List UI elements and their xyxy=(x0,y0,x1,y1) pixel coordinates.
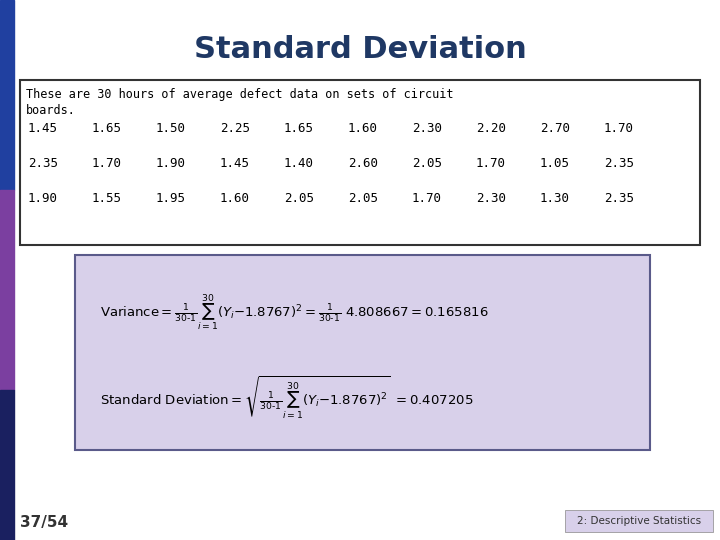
Bar xyxy=(565,510,713,532)
Text: 1.70: 1.70 xyxy=(604,122,634,135)
Text: 2.30: 2.30 xyxy=(412,122,442,135)
Text: 1.70: 1.70 xyxy=(412,192,442,205)
Text: 1.70: 1.70 xyxy=(476,157,506,170)
Text: 2.20: 2.20 xyxy=(476,122,506,135)
Text: 1.65: 1.65 xyxy=(92,122,122,135)
Text: 1.60: 1.60 xyxy=(220,192,250,205)
Bar xyxy=(0,0,14,190)
Text: 2: Descriptive Statistics: 2: Descriptive Statistics xyxy=(577,516,701,526)
Text: $\mathrm{Variance} = \frac{1}{30\text{-}1}\sum_{i=1}^{30}(Y_i\mathrm{-}1.8767)^2: $\mathrm{Variance} = \frac{1}{30\text{-}… xyxy=(100,293,489,333)
Text: 1.90: 1.90 xyxy=(156,157,186,170)
Text: 2.60: 2.60 xyxy=(348,157,378,170)
Text: $\mathrm{Standard\ Deviation} = \sqrt{\frac{1}{30\text{-}1}\sum_{i=1}^{30}(Y_i\m: $\mathrm{Standard\ Deviation} = \sqrt{\f… xyxy=(100,375,474,421)
Bar xyxy=(75,255,650,450)
Text: 1.30: 1.30 xyxy=(540,192,570,205)
Text: 1.05: 1.05 xyxy=(540,157,570,170)
Text: Standard Deviation: Standard Deviation xyxy=(194,36,526,64)
Text: 2.35: 2.35 xyxy=(604,192,634,205)
Text: 2.70: 2.70 xyxy=(540,122,570,135)
Text: 2.35: 2.35 xyxy=(28,157,58,170)
Text: 2.05: 2.05 xyxy=(412,157,442,170)
Bar xyxy=(0,190,14,390)
Text: 1.55: 1.55 xyxy=(92,192,122,205)
Text: 1.45: 1.45 xyxy=(28,122,58,135)
Text: boards.: boards. xyxy=(26,104,76,117)
Bar xyxy=(0,390,14,540)
Text: 1.50: 1.50 xyxy=(156,122,186,135)
Text: 1.60: 1.60 xyxy=(348,122,378,135)
Text: 37/54: 37/54 xyxy=(20,515,68,530)
Text: 1.95: 1.95 xyxy=(156,192,186,205)
Text: 2.35: 2.35 xyxy=(604,157,634,170)
Text: 1.40: 1.40 xyxy=(284,157,314,170)
Text: 1.65: 1.65 xyxy=(284,122,314,135)
Text: 1.45: 1.45 xyxy=(220,157,250,170)
Text: 2.30: 2.30 xyxy=(476,192,506,205)
Text: 2.05: 2.05 xyxy=(284,192,314,205)
Text: 1.70: 1.70 xyxy=(92,157,122,170)
Text: These are 30 hours of average defect data on sets of circuit: These are 30 hours of average defect dat… xyxy=(26,88,454,101)
Text: 1.90: 1.90 xyxy=(28,192,58,205)
Bar xyxy=(20,80,700,245)
Text: 2.05: 2.05 xyxy=(348,192,378,205)
Text: 2.25: 2.25 xyxy=(220,122,250,135)
